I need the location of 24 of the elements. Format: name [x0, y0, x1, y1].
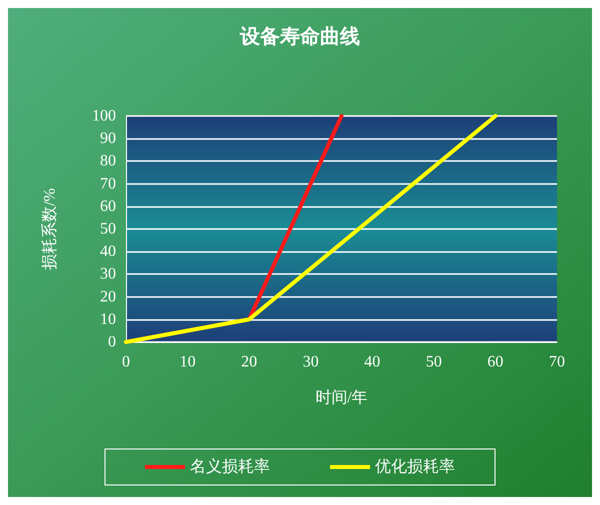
- x-tick-label: 50: [426, 354, 442, 370]
- x-tick-label: 60: [487, 354, 504, 370]
- x-tick-label: 0: [122, 354, 130, 370]
- x-tick-label: 10: [180, 354, 196, 370]
- y-tick-label: 50: [100, 220, 116, 238]
- x-axis-title: 时间/年: [315, 388, 368, 406]
- y-axis-title: 损耗系数/%: [40, 188, 58, 270]
- x-tick-label: 40: [364, 354, 380, 370]
- y-tick-label: 0: [108, 334, 116, 350]
- y-tick-label: 90: [100, 130, 116, 148]
- x-tick-label: 30: [302, 354, 319, 370]
- y-tick-label: 60: [100, 198, 116, 215]
- y-tick-label: 40: [100, 243, 116, 260]
- y-tick-label: 10: [100, 310, 116, 328]
- y-tick-label: 80: [100, 152, 116, 170]
- legend-label: 优化损耗率: [375, 458, 455, 476]
- y-tick-label: 70: [100, 175, 116, 192]
- y-tick-label: 30: [100, 266, 116, 283]
- x-tick-label: 20: [241, 354, 258, 370]
- y-tick-label: 100: [92, 108, 116, 124]
- y-tick-label: 20: [100, 288, 116, 306]
- x-tick-label: 70: [549, 354, 565, 370]
- legend-label: 名义损耗率: [190, 458, 270, 476]
- chart-title: 设备寿命曲线: [239, 26, 360, 48]
